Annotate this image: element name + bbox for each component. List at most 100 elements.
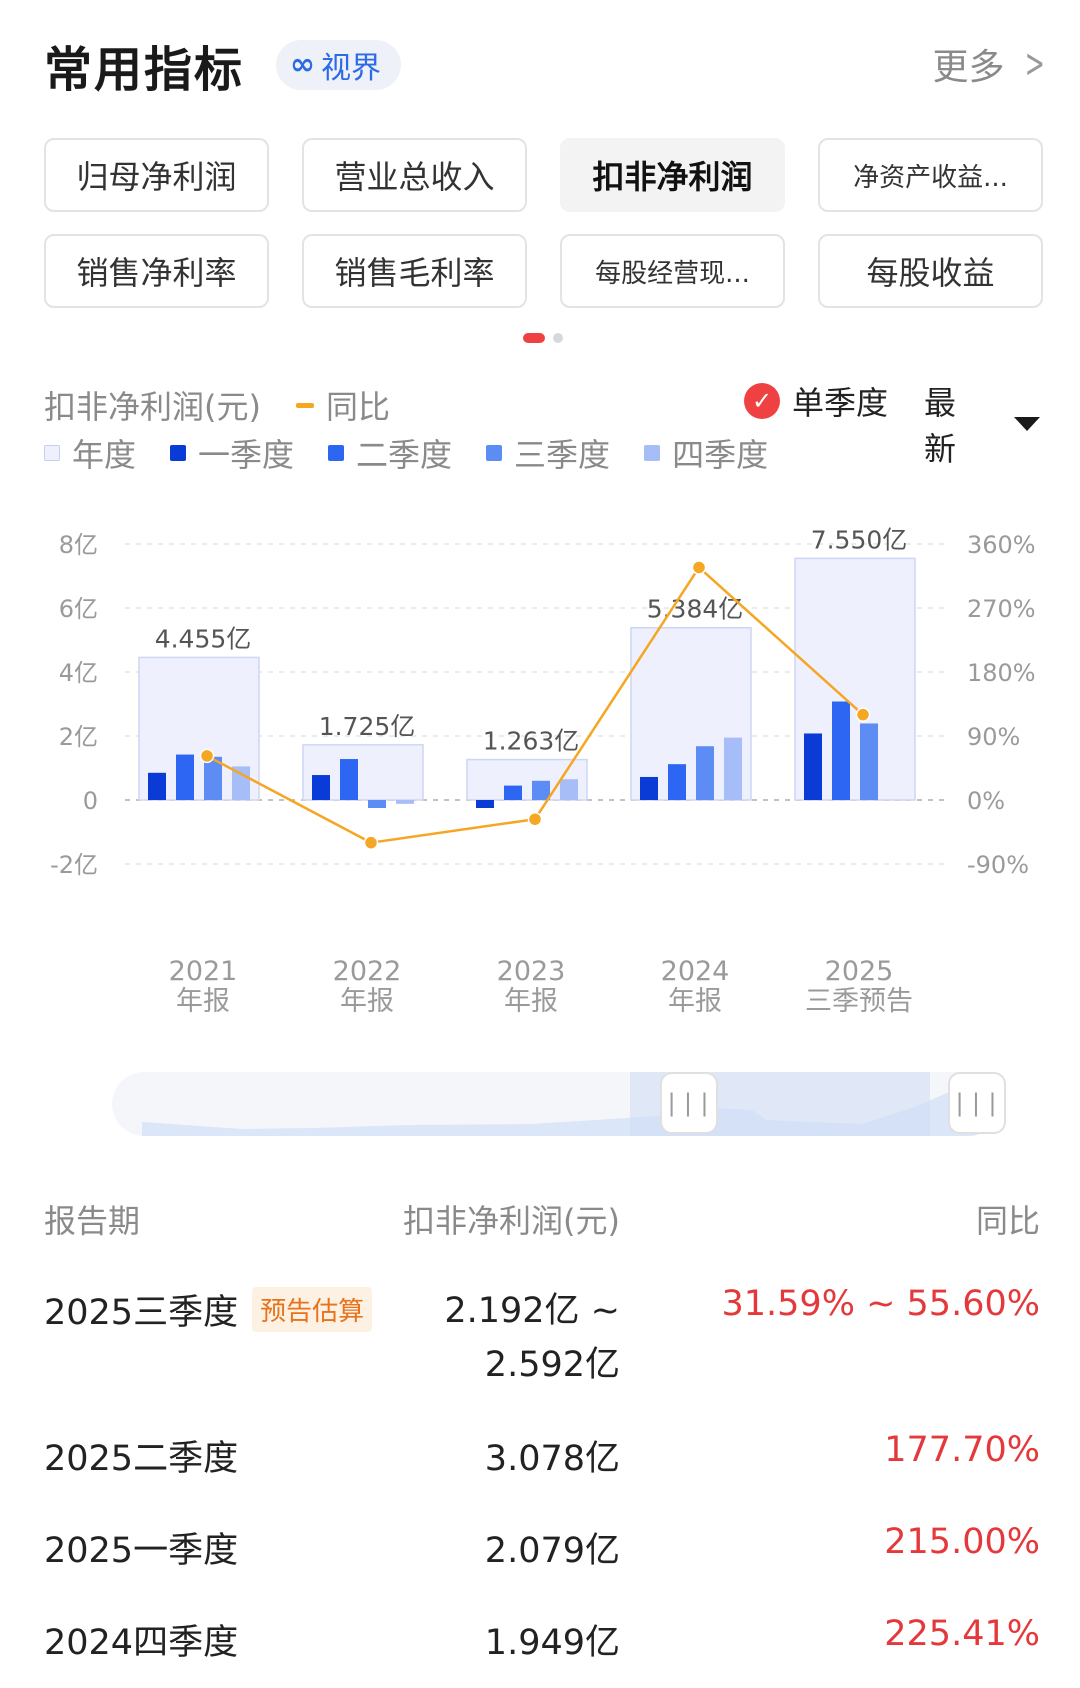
y-tick-label-left: 8亿 (59, 531, 98, 559)
quarter-bar (176, 754, 194, 800)
brand-badge[interactable]: ∞ 视界 (276, 40, 401, 90)
quarter-bar (232, 766, 250, 800)
row-yoy: 31.59% ~ 55.60% (721, 1284, 1041, 1324)
caret-down-icon (1014, 417, 1040, 431)
infinity-icon: ∞ (290, 47, 315, 82)
quarter-bar (724, 737, 742, 800)
yoy-point (855, 707, 871, 722)
legend-item[interactable]: 二季度 (328, 430, 452, 476)
y-tick-label-right: 360% (967, 531, 1036, 559)
chart-header: 扣非净利润(元) 同比 ✓ 单季度 最新 (44, 378, 1040, 468)
slider-handle-right[interactable]: ||| (948, 1072, 1006, 1134)
x-tick-sublabel: 年报 (176, 986, 230, 1017)
legend-label: 三季度 (514, 436, 611, 474)
annual-value-label: 4.455亿 (155, 624, 252, 653)
quarter-bar (804, 733, 822, 800)
more-link[interactable]: 更多 > (932, 38, 1052, 90)
quarter-bar (204, 756, 222, 800)
quarter-bar (312, 775, 330, 800)
legend-item[interactable]: 一季度 (170, 430, 294, 476)
metric-chip[interactable]: 销售毛利率 (302, 234, 527, 308)
legend-label: 一季度 (198, 436, 295, 474)
legend-item[interactable]: 年度 (44, 430, 136, 476)
metric-chip[interactable]: 营业总收入 (302, 138, 527, 212)
x-tick-label: 2022 (333, 956, 402, 987)
range-slider[interactable] (112, 1072, 1000, 1136)
estimate-badge: 预告估算 (252, 1287, 373, 1332)
yoy-point (527, 811, 543, 827)
y-tick-label-right: 180% (967, 659, 1036, 687)
quarter-bar (476, 800, 494, 808)
annual-value-label: 1.725亿 (319, 712, 416, 741)
legend-label: 年度 (72, 436, 137, 474)
y-tick-label-left: 4亿 (59, 659, 98, 687)
grip-icon: ||| (952, 1089, 1002, 1117)
page-title: 常用指标 (44, 42, 245, 98)
table-row[interactable]: 2025三季度 预告估算 2.192亿 ~ 2.592亿 31.59% ~ 55… (44, 1284, 1040, 1394)
metric-chip[interactable]: 每股收益 (818, 234, 1043, 308)
y-tick-label-right: 90% (967, 723, 1020, 751)
y-tick-label-left: 6亿 (59, 595, 98, 623)
col-header-yoy: 同比 (975, 1202, 1040, 1240)
yoy-point (363, 835, 379, 850)
quarter-toggle[interactable]: ✓ 单季度 (744, 378, 888, 424)
period-dropdown-label: 最新 (924, 384, 957, 468)
legend-swatch-q3 (486, 445, 503, 461)
legend-item[interactable]: 四季度 (644, 430, 768, 476)
metric-chip[interactable]: 每股经营现... (560, 234, 785, 308)
quarter-bar (832, 701, 850, 800)
metric-chip[interactable]: 净资产收益... (818, 138, 1043, 212)
profit-chart: 8亿 6亿 4亿 2亿 0 -2亿 360% 270% 180% 90% 0% -90% 4.455亿 2… (50, 525, 1036, 1017)
period-dropdown[interactable]: 最新 (924, 378, 1040, 470)
x-tick-label: 2025 (825, 956, 894, 987)
metric-chip[interactable]: 归母净利润 (44, 138, 269, 212)
quarter-bar (560, 779, 578, 800)
legend-swatch-q2 (328, 445, 345, 461)
quarter-bar (860, 723, 878, 800)
legend-swatch-q4 (644, 445, 661, 461)
quarter-bar (368, 800, 386, 808)
row-period-label: 2025二季度 (44, 1439, 239, 1479)
yoy-point (199, 748, 215, 764)
row-period-label: 2024四季度 (44, 1623, 239, 1663)
row-yoy: 177.70% (884, 1430, 1040, 1470)
col-header-period: 报告期 (44, 1202, 141, 1240)
legend-label: 二季度 (356, 436, 453, 474)
row-yoy: 225.41% (884, 1614, 1040, 1654)
yoy-swatch (296, 402, 314, 408)
row-period-label: 2025一季度 (44, 1531, 239, 1571)
row-value: 2.192亿 ~ 2.592亿 (444, 1284, 620, 1392)
chart-legend: 年度 一季度 二季度 三季度 四季度 (44, 430, 768, 476)
x-tick-label: 2024 (661, 956, 730, 987)
brand-label: 视界 (321, 51, 381, 86)
header: 常用指标 ∞ 视界 更多 > (0, 0, 1080, 120)
yoy-point (691, 560, 707, 575)
row-period-label: 2025三季度 (44, 1293, 239, 1333)
chart-title: 扣非净利润(元) (44, 388, 261, 426)
check-icon: ✓ (744, 383, 780, 419)
row-value: 2.079亿 (484, 1531, 620, 1571)
metric-chip[interactable]: 销售净利率 (44, 234, 269, 308)
slider-handle-left[interactable]: ||| (660, 1072, 718, 1134)
y-tick-label-left: 0 (83, 787, 98, 815)
quarter-bar (668, 764, 686, 800)
page-indicator (523, 333, 563, 343)
legend-item[interactable]: 三季度 (486, 430, 610, 476)
y-tick-label-left: 2亿 (59, 723, 98, 751)
quarter-bar (396, 800, 414, 804)
yoy-line (206, 565, 864, 844)
quarter-bar (148, 772, 166, 800)
metric-chip-active[interactable]: 扣非净利润 (560, 138, 785, 212)
yoy-legend-label: 同比 (326, 388, 391, 426)
quarter-bar (340, 759, 358, 800)
x-tick-label: 2021 (169, 956, 238, 987)
metric-selector: 归母净利润 营业总收入 扣非净利润 净资产收益... 销售净利率 销售毛利率 每… (44, 138, 1043, 308)
more-label: 更多 (932, 47, 1005, 88)
quarter-toggle-label: 单季度 (792, 384, 889, 422)
row-yoy: 215.00% (884, 1522, 1040, 1562)
quarter-bar (532, 780, 550, 800)
chevron-right-icon: > (1025, 41, 1046, 87)
x-tick-sublabel: 三季预告 (805, 986, 913, 1017)
quarter-bar (504, 785, 522, 800)
row-value: 3.078亿 (484, 1439, 620, 1479)
